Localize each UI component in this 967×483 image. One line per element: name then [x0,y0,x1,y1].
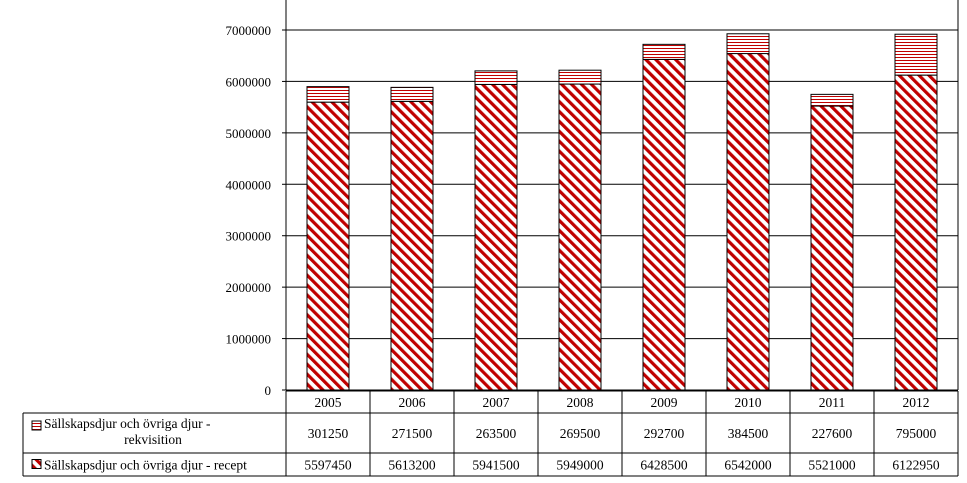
y-tick-label: 3000000 [226,229,272,244]
legend-label: Sällskapsdjur och övriga djur - [44,416,211,431]
data-table: 2005 2006 2007 2008 2009 2010 2011 2012 Sällskap… [22,390,959,477]
bar-rekvisition [474,70,518,85]
data-value: 5597450 [304,458,352,473]
bar-rekvisition [558,69,602,85]
data-value: 5613200 [388,458,436,473]
data-value: 384500 [728,426,769,441]
bar-rekvisition [726,33,770,55]
x-category-label: 2005 [315,395,342,410]
data-value: 6542000 [724,458,772,473]
legend-label: rekvisition [124,432,182,447]
bar-recept [810,105,854,391]
y-tick-label: 1000000 [226,332,272,347]
gridlines [286,29,958,340]
bars [306,33,938,391]
y-axis-tick-labels: 0 1000000 2000000 3000000 4000000 5000000 6000… [226,23,272,398]
bar-recept [894,74,938,391]
data-value: 292700 [644,426,685,441]
data-value: 5941500 [472,458,520,473]
bar-rekvisition [894,33,938,76]
data-value: 6428500 [640,458,688,473]
x-category-label: 2007 [483,395,510,410]
data-value: 795000 [896,426,937,441]
y-tick-label: 2000000 [226,280,272,295]
y-tick-label: 5000000 [226,126,272,141]
bar-rekvisition [306,86,350,103]
legend-key [31,459,42,469]
data-value: 5949000 [556,458,604,473]
bar-rekvisition [642,43,686,60]
data-value: 301250 [308,426,349,441]
bar-recept [390,100,434,391]
y-tick-label: 6000000 [226,74,272,89]
bar-recept [726,53,770,391]
data-value: 227600 [812,426,853,441]
bar-rekvisition [810,93,854,107]
data-value: 271500 [392,426,433,441]
axes [282,0,959,391]
x-category-label: 2008 [567,395,594,410]
x-category-label: 2006 [399,395,426,410]
bar-recept [474,83,518,391]
y-tick-label: 0 [265,383,272,398]
y-tick-label: 7000000 [226,23,272,38]
x-category-label: 2011 [819,395,846,410]
x-category-label: 2012 [903,395,930,410]
data-value: 6122950 [892,458,940,473]
x-category-label: 2009 [651,395,678,410]
bar-recept [306,101,350,391]
legend-label: Sällskapsdjur och övriga djur - recept [44,458,247,473]
data-value: 263500 [476,426,517,441]
x-category-label: 2010 [735,395,762,410]
data-value: 5521000 [808,458,856,473]
y-tick-label: 4000000 [226,177,272,192]
bar-rekvisition [390,86,434,102]
legend-key [31,420,42,431]
bar-recept [642,58,686,391]
data-value: 269500 [560,426,601,441]
bar-recept [558,83,602,391]
